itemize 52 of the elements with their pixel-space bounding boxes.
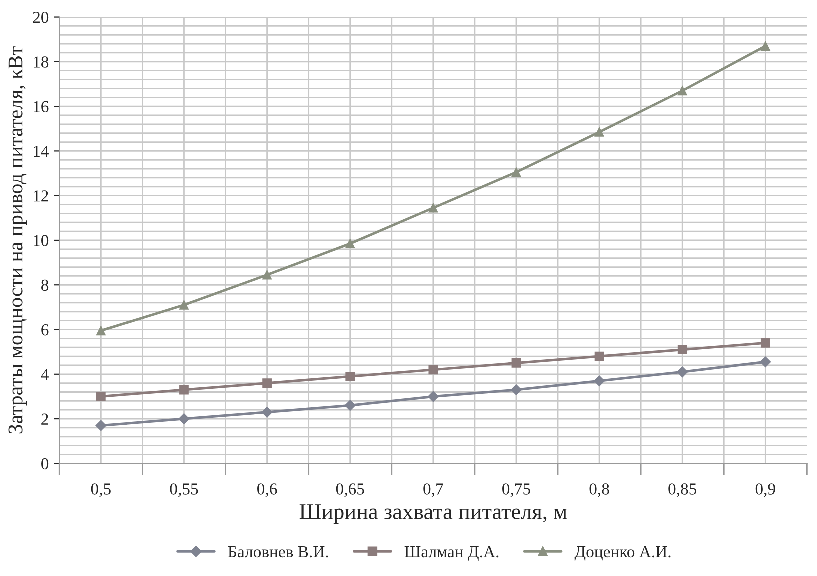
y-tick-label: 18 [34, 56, 49, 68]
point [678, 345, 688, 355]
y-tick-label: 0 [42, 458, 49, 470]
legend-label: Шалман Д.А. [404, 546, 499, 561]
point [594, 128, 604, 137]
y-tick-label: 8 [42, 280, 49, 292]
y-tick-label: 14 [34, 146, 49, 157]
y-tick-label: 10 [34, 235, 49, 246]
point [346, 239, 356, 249]
point [512, 168, 522, 178]
point [262, 378, 272, 388]
point [428, 391, 439, 402]
point [346, 372, 356, 382]
x-tick-label: 0,75 [502, 484, 530, 498]
x-tick-label: 0,55 [170, 484, 198, 498]
x-tick-label: 0,6 [258, 484, 278, 498]
point [678, 86, 688, 96]
point [178, 414, 190, 424]
y-axis-title: Затраты мощности на привод питателя, кВт [8, 46, 27, 434]
x-tick-label: 0,85 [668, 484, 697, 498]
point [96, 420, 107, 432]
point [262, 270, 272, 280]
x-tick-label: 0,9 [756, 484, 776, 498]
point [594, 376, 605, 387]
point [262, 406, 273, 418]
y-tick-label: 20 [33, 12, 49, 24]
point [344, 400, 356, 412]
y-tick-label: 2 [42, 414, 48, 425]
point [180, 385, 189, 395]
x-axis-title: Ширина захвата питателя, м [300, 504, 568, 524]
x-tick-label: 0,65 [336, 484, 364, 498]
point [96, 392, 106, 402]
point [760, 42, 770, 51]
y-tick-label: 12 [34, 190, 48, 202]
point [180, 300, 189, 310]
point [594, 352, 604, 362]
point [760, 338, 770, 348]
x-tick-label: 0,5 [91, 484, 111, 498]
x-tick-label: 0,7 [424, 484, 444, 498]
x-tick-label: 0,8 [590, 484, 610, 498]
point [428, 203, 438, 213]
legend-label: Доценко А.И. [574, 546, 671, 561]
point [96, 326, 106, 336]
y-tick-label: 6 [42, 324, 49, 336]
legend-label: Баловнев В.И. [228, 546, 328, 558]
point [511, 384, 522, 396]
point [512, 358, 522, 368]
y-tick-label: 4 [41, 369, 49, 380]
point [428, 365, 438, 375]
y-tick-label: 16 [34, 101, 49, 113]
point [760, 356, 772, 368]
point [677, 366, 688, 378]
